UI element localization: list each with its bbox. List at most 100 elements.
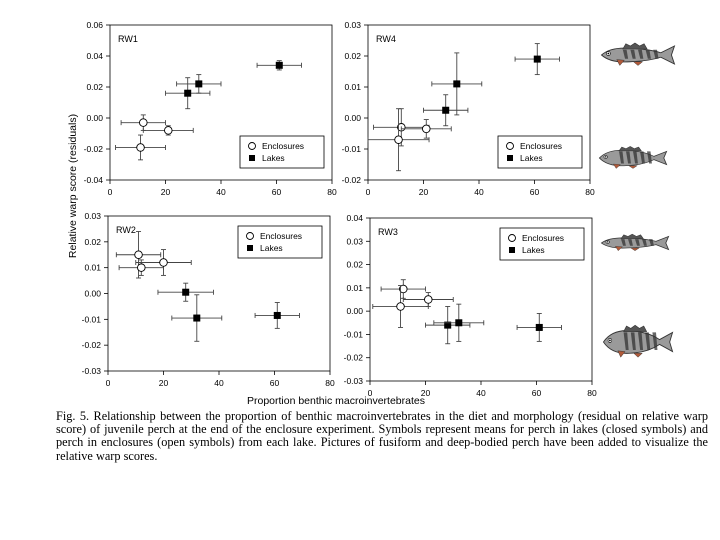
fish-pupil — [607, 52, 610, 55]
y-tick-label: 0.04 — [346, 213, 363, 223]
fish-dorsal-fin — [620, 233, 644, 239]
legend-box — [237, 225, 323, 259]
fusiform-perch-rw2 — [600, 233, 670, 251]
lake-marker — [533, 55, 541, 63]
y-tick-label: 0.01 — [84, 263, 101, 273]
y-tick-label: 0.03 — [84, 211, 101, 221]
enclosure-marker — [134, 250, 143, 259]
x-tick-label: 0 — [366, 187, 371, 197]
enclosure-marker — [396, 302, 405, 311]
series-enclosures — [372, 279, 454, 328]
legend-box — [239, 135, 325, 169]
y-tick-label: 0.02 — [346, 260, 363, 270]
data-point — [135, 249, 192, 276]
data-point — [431, 52, 483, 116]
fish-anal-fin — [633, 352, 643, 358]
data-point — [367, 108, 430, 172]
chart-rw2: 0 20 40 60 80 -0.03 -0.02 -0.01 0.00 0.01 0.02 0.03… — [82, 211, 335, 388]
x-axis-label: Proportion benthic macroinvertebrates — [247, 395, 425, 407]
fish-pelvic-fin — [615, 246, 623, 251]
fish-stripe — [645, 49, 651, 59]
lake-marker — [182, 288, 190, 296]
enclosure-marker — [399, 284, 408, 294]
panel-title: RW1 — [118, 34, 138, 44]
y-tick-label: 0.01 — [346, 283, 363, 293]
data-point — [372, 285, 429, 328]
series-enclosures — [115, 231, 192, 279]
legend-label-lakes: Lakes — [522, 245, 545, 255]
y-tick-label: -0.01 — [344, 329, 364, 339]
chart-rw4: 0 20 40 60 80 -0.02 -0.01 0.00 0.01 0.02 0.03 RW4 En… — [342, 20, 595, 197]
legend: Enclosures Lakes — [239, 135, 325, 169]
fish-stripe — [623, 332, 629, 350]
enclosure-marker — [137, 263, 146, 272]
fish-anal-fin — [628, 165, 638, 169]
fish-stripe — [619, 151, 624, 164]
fish-layer — [598, 42, 676, 358]
series-lakes — [425, 303, 562, 345]
legend-label-enclosures: Enclosures — [520, 141, 562, 151]
fish-pelvic-fin — [613, 163, 621, 169]
x-tick-label: 80 — [325, 378, 335, 388]
legend-box — [499, 227, 585, 261]
x-tick-label: 0 — [368, 388, 373, 398]
y-tick-label: 0.03 — [344, 20, 361, 30]
y-tick-label: -0.03 — [344, 376, 364, 386]
lake-marker — [442, 106, 450, 114]
x-tick-label: 20 — [421, 388, 431, 398]
deep-bodied-perch-rw2 — [602, 324, 674, 358]
fish-stripe — [653, 49, 659, 59]
legend-label-lakes: Lakes — [260, 243, 283, 253]
x-tick-label: 60 — [530, 187, 540, 197]
enclosure-marker — [139, 118, 148, 127]
fish-stripe — [638, 332, 644, 350]
x-tick-label: 20 — [419, 187, 429, 197]
fish-stripe — [628, 239, 633, 246]
y-tick-label: -0.02 — [82, 340, 102, 350]
fish-stripe — [626, 151, 631, 164]
data-point — [115, 134, 166, 161]
fish-stripe — [630, 49, 636, 59]
legend-box — [497, 135, 583, 169]
x-tick-label: 60 — [532, 388, 542, 398]
lake-marker — [455, 319, 463, 327]
y-tick-label: 0.03 — [346, 236, 363, 246]
y-tick-label: 0.00 — [84, 289, 101, 299]
fish-stripe — [622, 49, 629, 59]
series-lakes — [423, 43, 560, 127]
fish-stripe — [638, 49, 644, 59]
y-tick-label: -0.02 — [84, 144, 104, 154]
lake-marker — [184, 89, 192, 97]
lake-marker — [273, 311, 281, 319]
fish-body — [602, 330, 674, 354]
legend-label-enclosures: Enclosures — [522, 233, 564, 243]
x-tick-label: 80 — [585, 187, 595, 197]
fish-stripe — [642, 239, 647, 246]
panel-title: RW2 — [116, 225, 136, 235]
series-enclosures — [115, 114, 194, 161]
panel-title: RW3 — [378, 227, 398, 237]
data-point — [120, 114, 166, 131]
data-point — [400, 119, 452, 139]
x-tick-label: 20 — [161, 187, 171, 197]
data-point — [142, 125, 194, 136]
y-tick-label: 0.02 — [86, 82, 103, 92]
y-tick-label: 0.02 — [84, 237, 101, 247]
legend-label-lakes: Lakes — [262, 153, 285, 163]
data-point — [425, 306, 471, 345]
enclosure-marker — [422, 124, 431, 134]
y-tick-label: 0.02 — [344, 51, 361, 61]
data-point — [380, 279, 426, 299]
legend-enclosure-marker — [506, 142, 514, 150]
fish-stripe — [621, 239, 626, 246]
charts-layer: 0 20 40 60 80 -0.04 -0.02 0.00 0.02 0.04 0.06 RW1 En… — [82, 20, 597, 398]
fish-dorsal-fin — [623, 324, 648, 332]
deep-bodied-perch-rw1 — [598, 146, 668, 169]
series-enclosures — [367, 108, 452, 172]
y-tick-label: 0.00 — [346, 306, 363, 316]
legend: Enclosures Lakes — [497, 135, 583, 169]
fish-stripe — [635, 239, 640, 246]
data-point — [165, 77, 211, 110]
fish-anal-fin — [630, 247, 640, 251]
data-point — [514, 43, 560, 76]
